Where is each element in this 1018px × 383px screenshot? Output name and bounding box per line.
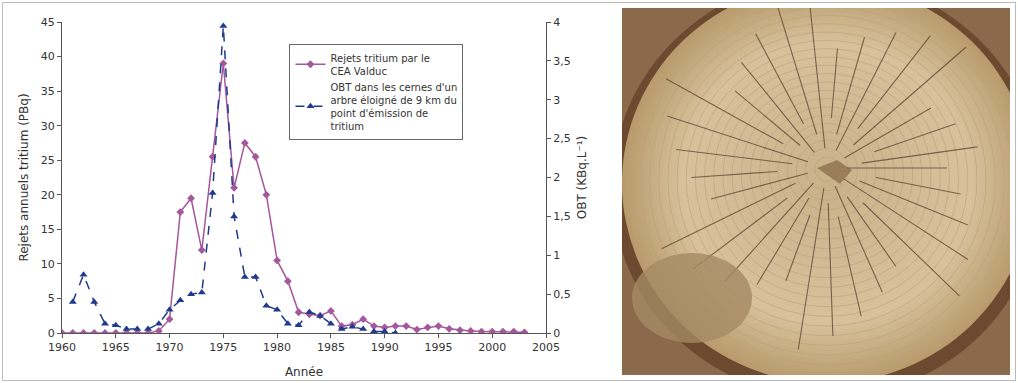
svg-text:2,5: 2,5 (553, 132, 571, 145)
svg-text:Année: Année (285, 365, 323, 379)
svg-text:2000: 2000 (478, 341, 506, 354)
svg-text:20: 20 (41, 189, 55, 202)
svg-text:2005: 2005 (532, 341, 560, 354)
svg-text:0: 0 (48, 327, 55, 340)
svg-text:1: 1 (553, 249, 560, 262)
svg-text:1995: 1995 (424, 341, 452, 354)
svg-text:35: 35 (41, 85, 55, 98)
svg-text:1970: 1970 (156, 341, 184, 354)
svg-text:2: 2 (553, 171, 560, 184)
svg-text:1,5: 1,5 (553, 210, 571, 223)
svg-text:Rejets tritium par leCEA Valdu: Rejets tritium par leCEA Valduc (330, 53, 429, 77)
svg-text:1990: 1990 (371, 341, 399, 354)
svg-text:5: 5 (48, 292, 55, 305)
svg-text:3,5: 3,5 (553, 55, 571, 68)
svg-text:3: 3 (553, 94, 560, 107)
svg-text:45: 45 (41, 16, 55, 29)
svg-text:Rejets annuels tritium (PBq): Rejets annuels tritium (PBq) (17, 93, 31, 261)
svg-text:OBT (KBq.L⁻¹): OBT (KBq.L⁻¹) (575, 136, 589, 220)
svg-text:4: 4 (553, 16, 560, 29)
svg-text:1975: 1975 (209, 341, 237, 354)
svg-text:1985: 1985 (317, 341, 345, 354)
svg-text:0,5: 0,5 (553, 288, 571, 301)
svg-text:10: 10 (41, 258, 55, 271)
svg-text:30: 30 (41, 120, 55, 133)
svg-text:1980: 1980 (263, 341, 291, 354)
svg-text:25: 25 (41, 154, 55, 167)
svg-text:1960: 1960 (48, 341, 76, 354)
svg-text:OBT dans les cernes d'unarbre: OBT dans les cernes d'unarbre éloigné de… (330, 82, 457, 132)
svg-text:1965: 1965 (102, 341, 130, 354)
svg-text:40: 40 (41, 50, 55, 63)
svg-text:0: 0 (553, 327, 560, 340)
svg-text:15: 15 (41, 223, 55, 236)
